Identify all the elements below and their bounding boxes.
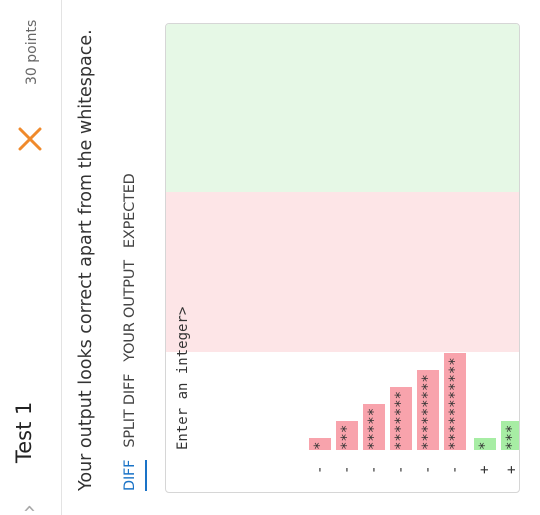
diff-line-added: + *** (499, 24, 520, 492)
result-message: Your output looks correct apart from the… (76, 29, 96, 491)
diff-line-removed: - * (307, 24, 333, 492)
x-fail-icon (18, 127, 42, 151)
diff-line-added: + * (472, 24, 498, 492)
diff-line-removed: - *********** (442, 24, 468, 492)
diff-output-box[interactable]: Enter an integer> - * - *** - ***** - ******* - **… (165, 23, 520, 493)
test-title[interactable]: Test 1 (12, 401, 36, 463)
diff-line-text: ******* (392, 390, 409, 450)
diff-line-prefix: - (392, 465, 409, 474)
diff-line-removed: - ********* (415, 24, 441, 492)
tab-expected[interactable]: EXPECTED (122, 173, 138, 249)
diff-line-text: * (477, 441, 493, 450)
tab-split-diff[interactable]: SPLIT DIFF (122, 373, 138, 448)
tab-your-output[interactable]: YOUR OUTPUT (122, 260, 138, 362)
divider (61, 0, 62, 515)
diff-line-prefix: + (477, 465, 493, 474)
diff-line-prefix: - (419, 465, 436, 474)
diff-line-text: *** (503, 424, 520, 450)
diff-line-text: *********** (446, 357, 463, 450)
diff-line-prefix: + (503, 465, 520, 474)
points-label: 30 points (24, 19, 40, 85)
diff-line-text: ***** (365, 407, 382, 450)
diff-line-text: * (312, 441, 328, 450)
diff-tabs: DIFF SPLIT DIFF YOUR OUTPUT EXPECTED (122, 173, 147, 491)
diff-line-removed: - ***** (361, 24, 387, 492)
diff-line-text: Enter an integer> (175, 306, 191, 450)
diff-line-context: Enter an integer> (170, 24, 196, 492)
diff-line-prefix: - (338, 465, 355, 474)
diff-line-text: ********* (419, 374, 436, 450)
diff-line-text: *** (338, 424, 355, 450)
chevron-right-icon[interactable]: › (17, 504, 42, 513)
diff-line-removed: - ******* (388, 24, 414, 492)
diff-line-prefix: - (365, 465, 382, 474)
diff-line-prefix: - (312, 465, 328, 474)
diff-line-removed: - *** (334, 24, 360, 492)
tab-diff[interactable]: DIFF (122, 459, 147, 491)
diff-line-prefix: - (446, 465, 463, 474)
